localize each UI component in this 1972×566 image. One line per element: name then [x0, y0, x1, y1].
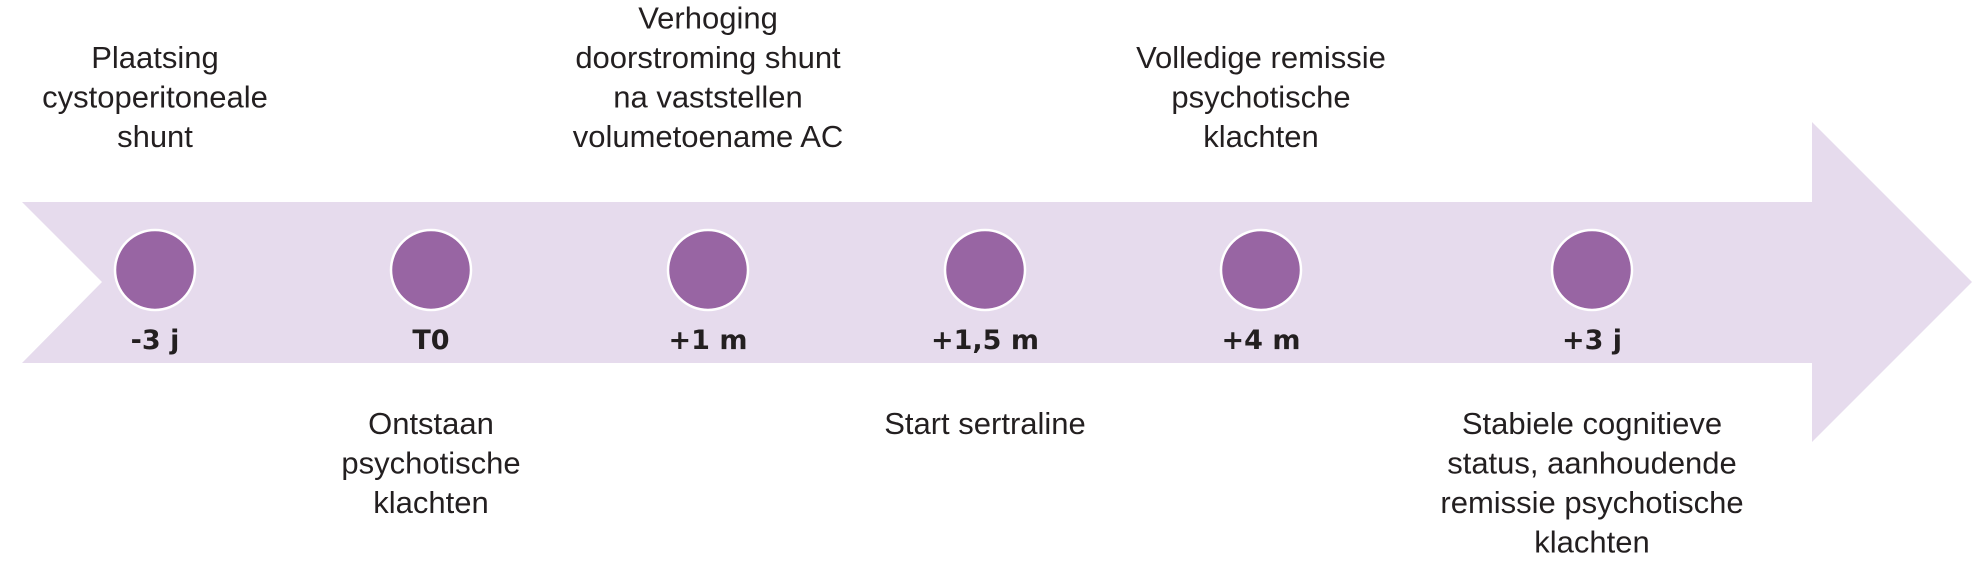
event-marker: [113, 228, 197, 312]
event-description-line: na vaststellen: [613, 80, 803, 115]
event-time-label: +1,5 m: [931, 325, 1039, 356]
event-description-line: Ontstaan: [368, 406, 494, 441]
event-time-label: +4 m: [1222, 325, 1301, 356]
event-marker: [1219, 228, 1303, 312]
event-description-line: cystoperitoneale: [42, 80, 268, 115]
event-time-label: +1 m: [669, 325, 748, 356]
timeline-event: +1,5 m Start sertraline: [884, 228, 1086, 441]
event-description-line: status, aanhoudende: [1447, 446, 1737, 481]
event-description-line: psychotische: [341, 446, 520, 481]
event-description-line: doorstroming shunt: [575, 40, 841, 75]
event-time-label: +3 j: [1562, 325, 1622, 356]
event-description-line: remissie psychotische: [1440, 485, 1743, 520]
timeline-event: +4 m Volledige remissie psychotische klacht…: [1136, 40, 1386, 356]
event-description-line: psychotische: [1171, 80, 1350, 115]
event-time-label: T0: [412, 325, 449, 356]
event-marker: [943, 228, 1027, 312]
event-marker: [1550, 228, 1634, 312]
event-description-line: Start sertraline: [884, 406, 1086, 441]
event-marker: [389, 228, 473, 312]
event-description-line: klachten: [373, 485, 488, 520]
event-description-line: volumetoename AC: [573, 119, 844, 154]
timeline-event: +3 j Stabiele cognitieve status, aanhouden…: [1440, 228, 1744, 560]
event-description-line: klachten: [1203, 119, 1318, 154]
event-description-line: Stabiele cognitieve: [1462, 406, 1722, 441]
timeline-event: T0 Ontstaan psychotische klachten: [341, 228, 521, 520]
timeline-event: +1 m Verhoging doorstroming shunt na vastst…: [573, 1, 844, 357]
event-marker: [666, 228, 750, 312]
event-time-label: -3 j: [131, 325, 180, 356]
event-description-line: Plaatsing: [91, 40, 219, 75]
event-description-line: shunt: [117, 119, 193, 154]
event-description-line: Volledige remissie: [1136, 40, 1386, 75]
event-description-line: Verhoging: [638, 1, 778, 36]
timeline-event: -3 j Plaatsing cystoperitoneale shunt: [42, 40, 268, 356]
event-description-line: klachten: [1534, 525, 1649, 560]
